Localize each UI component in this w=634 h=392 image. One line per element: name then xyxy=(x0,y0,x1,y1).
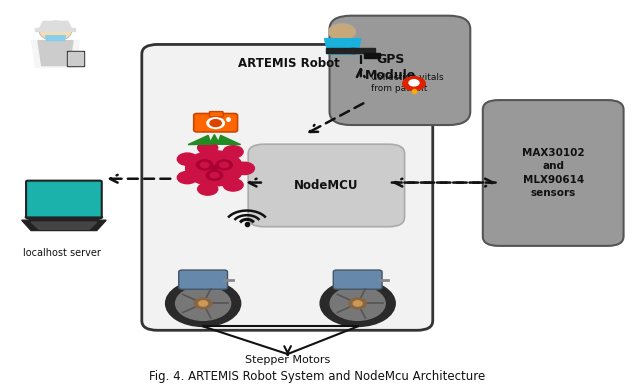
Polygon shape xyxy=(36,28,75,31)
Circle shape xyxy=(195,298,212,309)
Polygon shape xyxy=(351,48,375,53)
Polygon shape xyxy=(46,36,65,41)
Circle shape xyxy=(353,301,362,306)
Circle shape xyxy=(409,80,419,86)
Circle shape xyxy=(330,287,385,320)
Circle shape xyxy=(200,162,209,168)
Circle shape xyxy=(198,183,217,195)
Circle shape xyxy=(178,153,197,165)
Polygon shape xyxy=(39,22,72,29)
Circle shape xyxy=(176,287,231,320)
FancyBboxPatch shape xyxy=(179,270,228,289)
Circle shape xyxy=(223,179,243,191)
Circle shape xyxy=(39,21,72,41)
Circle shape xyxy=(197,160,213,170)
FancyBboxPatch shape xyxy=(26,181,102,218)
Text: Fig. 4. ARTEMIS Robot System and NodeMcu Architecture: Fig. 4. ARTEMIS Robot System and NodeMcu… xyxy=(149,370,485,383)
Text: localhost server: localhost server xyxy=(23,248,101,258)
Polygon shape xyxy=(30,185,98,200)
Circle shape xyxy=(198,301,207,306)
Polygon shape xyxy=(406,86,422,92)
Text: Collecting vitals
from patient: Collecting vitals from patient xyxy=(372,73,444,93)
Circle shape xyxy=(210,172,219,178)
Circle shape xyxy=(235,162,254,174)
FancyBboxPatch shape xyxy=(248,144,404,227)
FancyBboxPatch shape xyxy=(142,44,433,330)
FancyBboxPatch shape xyxy=(483,100,624,246)
Text: ARTEMIS Robot: ARTEMIS Robot xyxy=(238,57,340,70)
Polygon shape xyxy=(25,217,103,220)
Polygon shape xyxy=(31,222,97,229)
Circle shape xyxy=(220,162,228,168)
Circle shape xyxy=(328,24,356,40)
Circle shape xyxy=(207,118,224,129)
Polygon shape xyxy=(38,41,73,65)
Polygon shape xyxy=(68,52,83,65)
Circle shape xyxy=(198,142,217,154)
Circle shape xyxy=(320,280,395,327)
Polygon shape xyxy=(217,135,241,145)
Polygon shape xyxy=(67,51,84,65)
Circle shape xyxy=(210,120,221,127)
Circle shape xyxy=(403,77,425,91)
Text: MAX30102
and
MLX90614
sensors: MAX30102 and MLX90614 sensors xyxy=(522,148,585,198)
Polygon shape xyxy=(209,134,219,144)
Polygon shape xyxy=(32,41,79,67)
Circle shape xyxy=(165,280,241,327)
Text: GPS
Module: GPS Module xyxy=(365,53,416,82)
FancyBboxPatch shape xyxy=(330,16,470,125)
Circle shape xyxy=(206,170,223,180)
Circle shape xyxy=(178,171,197,184)
Text: NodeMCU: NodeMCU xyxy=(294,179,359,192)
Text: Stepper Motors: Stepper Motors xyxy=(245,355,330,365)
FancyBboxPatch shape xyxy=(194,114,238,132)
Circle shape xyxy=(186,151,243,186)
Circle shape xyxy=(349,298,366,309)
Polygon shape xyxy=(188,135,211,145)
FancyBboxPatch shape xyxy=(333,270,382,289)
Polygon shape xyxy=(327,48,354,53)
Polygon shape xyxy=(325,39,361,54)
Polygon shape xyxy=(22,220,106,230)
FancyBboxPatch shape xyxy=(209,112,223,117)
Circle shape xyxy=(223,146,243,158)
Circle shape xyxy=(216,160,232,170)
Polygon shape xyxy=(364,53,380,58)
